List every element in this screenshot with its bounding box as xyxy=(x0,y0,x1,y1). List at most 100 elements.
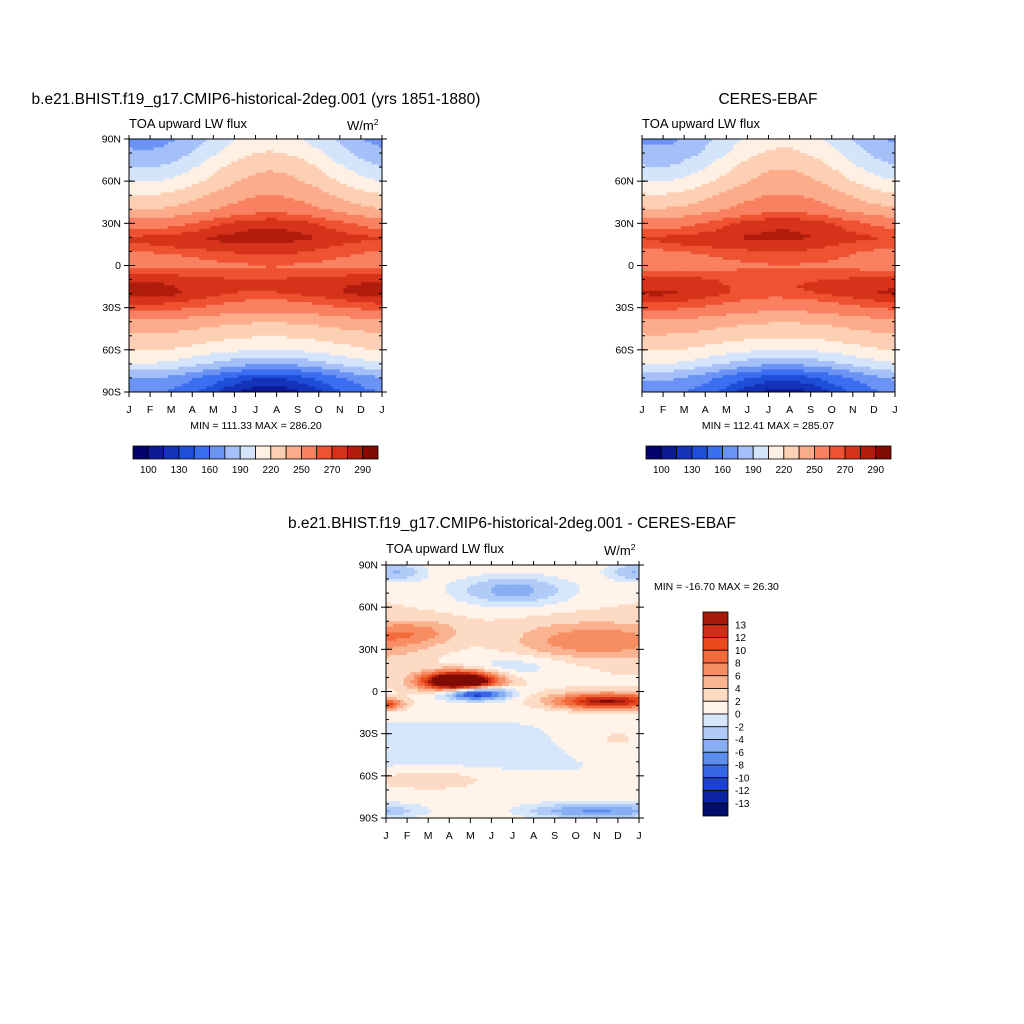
contour-cell xyxy=(294,215,298,218)
contour-cell xyxy=(210,260,214,263)
contour-cell xyxy=(248,285,252,288)
contour-cell xyxy=(357,243,361,246)
contour-cell xyxy=(199,288,203,291)
contour-cell xyxy=(343,299,347,302)
contour-cell xyxy=(143,142,147,145)
contour-cell xyxy=(171,190,175,193)
contour-cell xyxy=(294,150,298,153)
contour-cell xyxy=(273,322,277,325)
contour-cell xyxy=(364,176,368,179)
contour-cell xyxy=(312,156,316,159)
contour-cell xyxy=(312,251,316,254)
contour-cell xyxy=(326,237,330,240)
contour-cell xyxy=(182,246,186,249)
contour-cell xyxy=(277,266,281,269)
contour-cell xyxy=(343,249,347,252)
contour-cell xyxy=(171,195,175,198)
contour-cell xyxy=(185,327,189,330)
contour-cell xyxy=(280,173,284,176)
contour-cell xyxy=(333,246,337,249)
contour-cell xyxy=(210,285,214,288)
contour-cell xyxy=(350,147,354,150)
contour-cell xyxy=(206,327,210,330)
contour-cell xyxy=(340,251,344,254)
contour-cell xyxy=(273,226,277,229)
contour-cell xyxy=(375,226,379,229)
contour-cell xyxy=(140,277,144,280)
contour-cell xyxy=(294,271,298,274)
contour-cell xyxy=(343,322,347,325)
contour-cell xyxy=(231,299,235,302)
contour-cell xyxy=(206,178,210,181)
contour-cell xyxy=(315,305,319,308)
contour-cell xyxy=(305,313,309,316)
contour-cell xyxy=(157,150,161,153)
contour-cell xyxy=(182,257,186,260)
contour-cell xyxy=(294,257,298,260)
contour-cell xyxy=(277,310,281,313)
contour-cell xyxy=(326,206,330,209)
contour-cell xyxy=(231,206,235,209)
contour-cell xyxy=(263,299,267,302)
contour-cell xyxy=(168,310,172,313)
contour-cell xyxy=(220,327,224,330)
contour-cell xyxy=(333,282,337,285)
contour-cell xyxy=(298,243,302,246)
contour-cell xyxy=(133,156,137,159)
contour-cell xyxy=(238,173,242,176)
contour-cell xyxy=(168,170,172,173)
contour-cell xyxy=(203,206,207,209)
contour-cell xyxy=(227,145,231,148)
contour-cell xyxy=(312,187,316,190)
contour-cell xyxy=(147,237,151,240)
contour-cell xyxy=(277,263,281,266)
contour-cell xyxy=(319,206,323,209)
contour-cell xyxy=(168,316,172,319)
contour-cell xyxy=(133,159,137,162)
contour-cell xyxy=(270,308,274,311)
contour-cell xyxy=(245,327,249,330)
contour-cell xyxy=(319,142,323,145)
contour-cell xyxy=(220,156,224,159)
contour-cell xyxy=(171,167,175,170)
contour-cell xyxy=(347,268,351,271)
contour-cell xyxy=(263,195,267,198)
contour-cell xyxy=(238,187,242,190)
contour-cell xyxy=(284,212,288,215)
contour-cell xyxy=(270,282,274,285)
contour-cell xyxy=(350,305,354,308)
contour-cell xyxy=(361,181,365,184)
contour-cell xyxy=(213,288,217,291)
contour-cell xyxy=(234,282,238,285)
contour-cell xyxy=(252,288,256,291)
contour-cell xyxy=(252,266,256,269)
contour-cell xyxy=(263,274,267,277)
contour-cell xyxy=(210,221,214,224)
contour-cell xyxy=(280,280,284,283)
contour-cell xyxy=(270,316,274,319)
contour-cell xyxy=(252,212,256,215)
contour-cell xyxy=(143,204,147,207)
contour-cell xyxy=(164,263,168,266)
contour-cell xyxy=(364,319,368,322)
contour-cell xyxy=(256,195,260,198)
contour-cell xyxy=(284,237,288,240)
contour-cell xyxy=(248,145,252,148)
contour-cell xyxy=(140,198,144,201)
contour-cell xyxy=(301,142,305,145)
contour-cell xyxy=(315,285,319,288)
contour-cell xyxy=(248,173,252,176)
contour-cell xyxy=(143,147,147,150)
contour-cell xyxy=(354,325,358,328)
contour-cell xyxy=(220,195,224,198)
contour-cell xyxy=(140,145,144,148)
contour-cell xyxy=(336,302,340,305)
contour-cell xyxy=(220,280,224,283)
contour-cell xyxy=(277,156,281,159)
contour-cell xyxy=(252,232,256,235)
contour-cell xyxy=(192,142,196,145)
contour-cell xyxy=(220,302,224,305)
contour-cell xyxy=(196,327,200,330)
contour-cell xyxy=(259,235,263,238)
contour-cell xyxy=(154,319,158,322)
